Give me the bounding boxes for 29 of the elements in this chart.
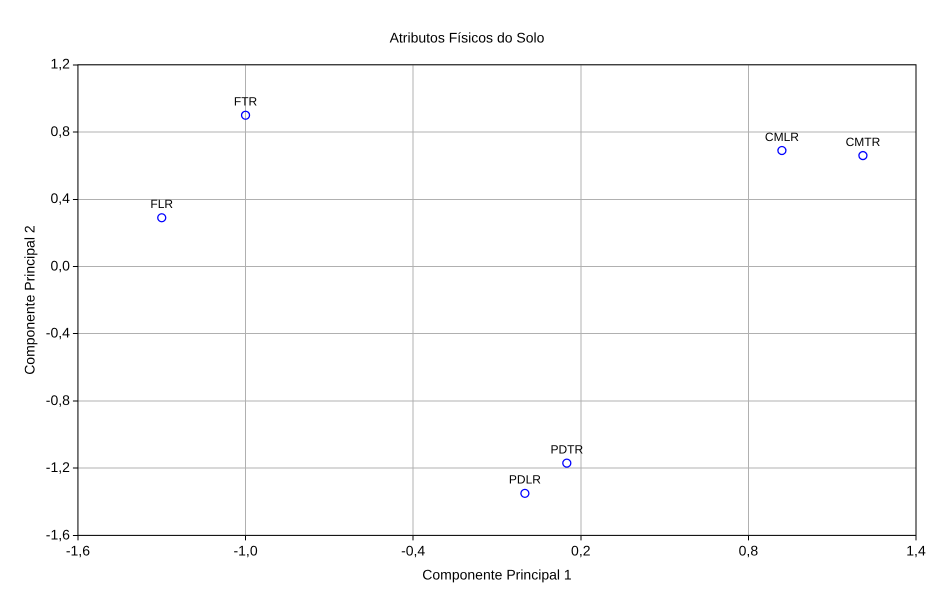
y-tick-label: -0,4 bbox=[46, 324, 70, 341]
x-tick-label: 0,2 bbox=[571, 542, 591, 559]
point bbox=[240, 110, 250, 120]
y-axis-title: Componente Principal 2 bbox=[21, 225, 38, 375]
data-label: CMTR bbox=[846, 134, 881, 149]
y-tick-label: 0,0 bbox=[50, 257, 70, 274]
y-tick-label: 1,2 bbox=[50, 56, 70, 72]
x-axis-title: Componente Principal 1 bbox=[422, 566, 572, 582]
point bbox=[157, 213, 166, 222]
data-label: PDTR bbox=[550, 442, 584, 456]
data-label: CMLR bbox=[764, 130, 800, 144]
data-label: FTR bbox=[234, 94, 258, 109]
point bbox=[777, 146, 787, 156]
y-tick-label: 0,8 bbox=[50, 122, 70, 139]
chart-title: Atributos Físicos do Solo bbox=[390, 29, 545, 46]
x-tick-label: 0,8 bbox=[738, 542, 758, 559]
point bbox=[520, 488, 530, 498]
point bbox=[858, 150, 868, 160]
x-tick-label: -0,4 bbox=[401, 542, 426, 559]
y-tick-label: -0,8 bbox=[46, 392, 70, 408]
data-label: PDLR bbox=[508, 472, 542, 487]
x-tick-label: 1,4 bbox=[906, 542, 926, 559]
data-label: FLR bbox=[150, 197, 174, 212]
y-tick-label: 0,4 bbox=[50, 190, 70, 206]
y-tick-label: -1,2 bbox=[46, 459, 70, 476]
x-tick-label: -1,6 bbox=[66, 542, 90, 559]
point bbox=[562, 458, 572, 468]
x-tick-label: -1,0 bbox=[233, 542, 258, 559]
y-tick-label: -1,6 bbox=[46, 526, 70, 542]
